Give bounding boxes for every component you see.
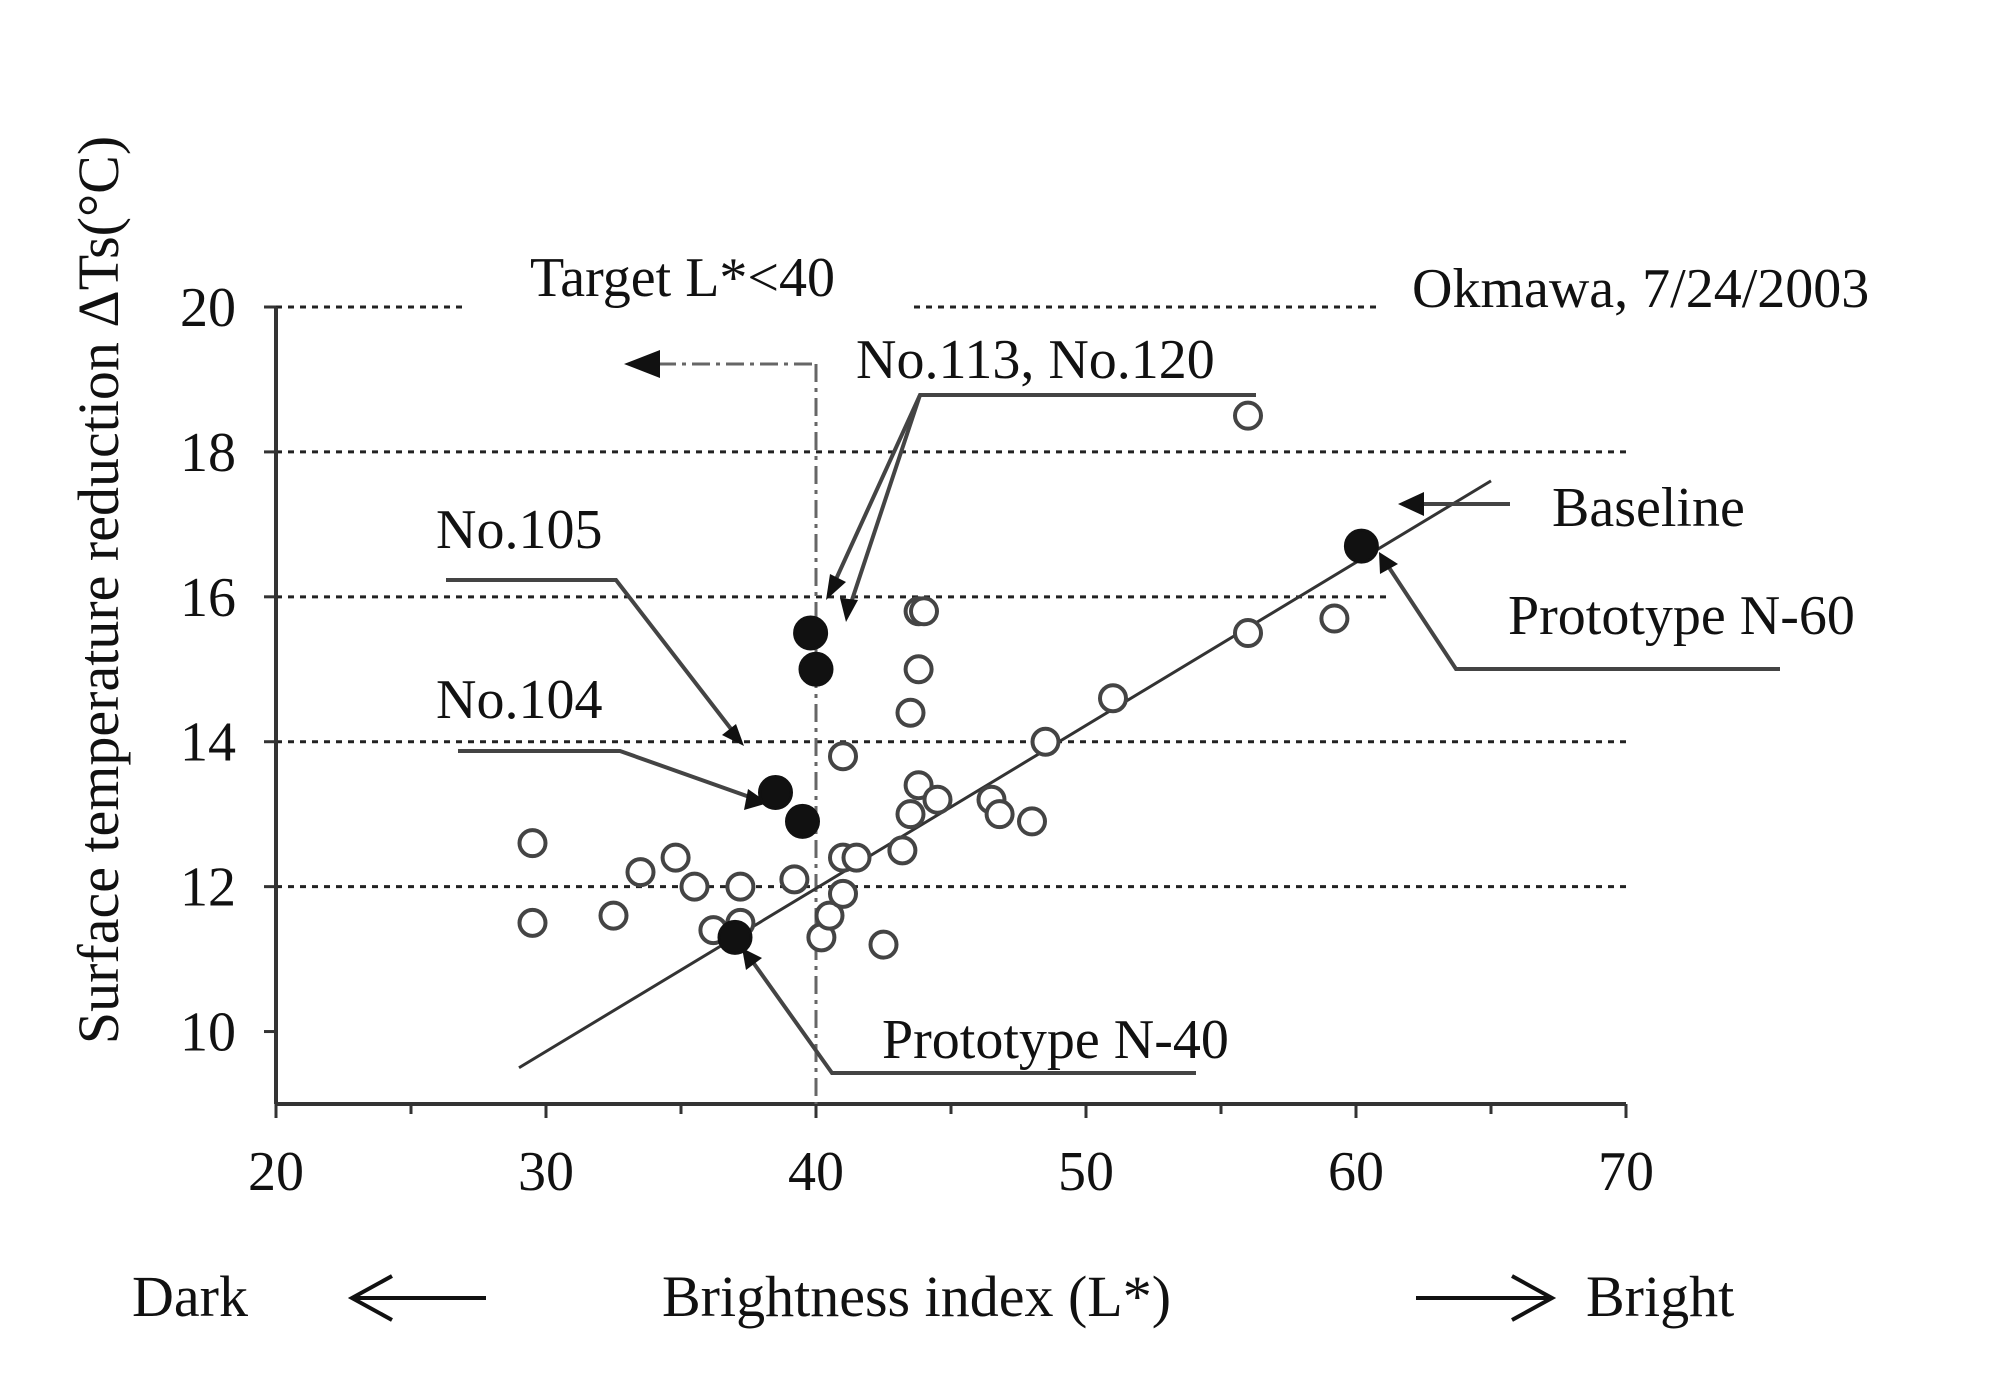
arrowhead-no104-icon [744, 789, 768, 810]
x-tick-label: 50 [1058, 1141, 1114, 1203]
annotation-no113-120: No.113, No.120 [856, 329, 1215, 391]
y-tick-label: 20 [180, 277, 236, 339]
data-point-open [517, 828, 548, 859]
data-point-open [895, 799, 926, 830]
annotation-prototype-n60: Prototype N-60 [1508, 585, 1855, 647]
leader-no113-120-b [846, 394, 922, 613]
leader-no104 [458, 749, 759, 802]
gridlines [276, 305, 1626, 889]
arrowhead-n40-icon [742, 948, 762, 970]
data-point-open [909, 596, 939, 627]
y-tick-label: 14 [180, 712, 236, 774]
dark-arrow-icon [347, 1274, 393, 1322]
data-point-open [517, 907, 548, 938]
data-point-open [598, 900, 629, 931]
arrowhead-no120-b-icon [840, 598, 858, 622]
y-axis-title: Surface temperature reduction ΔTs(°C) [66, 136, 131, 1044]
arrowhead-baseline-icon [1398, 492, 1424, 516]
leader-prototype-n40 [748, 956, 1196, 1075]
data-point-open [895, 697, 926, 728]
arrowhead-no105-icon [722, 724, 744, 746]
arrowhead-n60-icon [1379, 552, 1398, 574]
data-point-filled [785, 803, 820, 839]
annotation-leaders [446, 393, 1780, 1075]
data-point-open [903, 654, 934, 685]
data-point-open [1233, 618, 1263, 649]
data-point-open [1098, 683, 1128, 714]
y-tick-label: 16 [180, 567, 236, 629]
data-point-open [725, 871, 756, 902]
data-point-open [828, 741, 858, 772]
data-point-open [984, 799, 1015, 830]
leader-no105 [446, 578, 740, 740]
target-arrowhead-icon [624, 350, 660, 378]
x-tick-label: 70 [1598, 1141, 1654, 1203]
data-point-open [1017, 806, 1047, 837]
data-point-open [679, 871, 710, 902]
data-point-open [828, 878, 858, 909]
y-tick-label: 12 [180, 857, 236, 919]
data-point-filled [1343, 528, 1379, 564]
x-axis-title: Brightness index (L*) [662, 1264, 1171, 1329]
data-point-open [887, 835, 918, 866]
leader-prototype-n60 [1384, 561, 1780, 671]
x-tick-label: 40 [788, 1141, 844, 1203]
data-point-open [779, 864, 810, 895]
y-tick-label: 18 [180, 422, 236, 484]
data-points [517, 400, 1379, 960]
data-point-open [625, 857, 656, 888]
data-point-open [814, 900, 845, 931]
x-tick-label: 30 [518, 1141, 574, 1203]
y-tick-label: 10 [180, 1002, 236, 1064]
leader-no113-120-a [830, 393, 1256, 589]
data-point-filled [717, 919, 753, 955]
data-point-filled [798, 651, 834, 687]
source-label: Okmawa, 7/24/2003 [1412, 258, 1869, 320]
data-point-open [841, 842, 872, 873]
data-point-open [1030, 726, 1061, 757]
data-point-open [1233, 400, 1263, 431]
data-point-open [868, 929, 899, 960]
x-tick-label: 20 [248, 1141, 304, 1203]
bright-label: Bright [1586, 1264, 1734, 1329]
data-point-open [1319, 603, 1350, 634]
bright-arrow-icon [1511, 1274, 1557, 1322]
dark-label: Dark [132, 1264, 248, 1329]
data-point-open [660, 842, 691, 873]
annotation-no104: No.104 [436, 669, 602, 731]
axis-ticks: 20 30 40 50 60 70 10 12 14 16 18 20 [180, 277, 1654, 1203]
x-tick-label: 60 [1328, 1141, 1384, 1203]
target-label: Target L*<40 [530, 247, 835, 309]
data-point-open [922, 784, 953, 815]
data-point-filled [758, 774, 793, 810]
arrowhead-no113-a-icon [826, 574, 846, 600]
trend-line [518, 479, 1492, 1070]
data-point-filled [793, 615, 829, 651]
annotation-no105: No.105 [436, 499, 602, 561]
annotation-baseline: Baseline [1552, 477, 1745, 539]
annotation-prototype-n40: Prototype N-40 [882, 1009, 1229, 1071]
